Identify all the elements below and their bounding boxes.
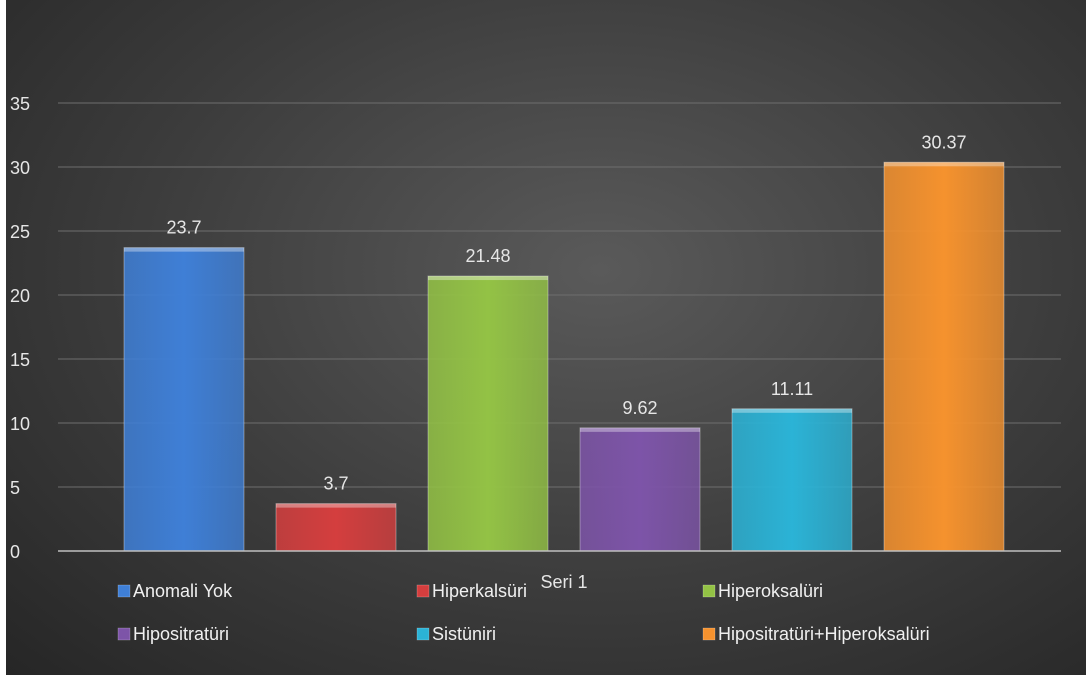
bar-highlight [884, 162, 1004, 167]
legend-label: Sistüniri [432, 624, 496, 644]
legend-label: Hipositratüri [133, 624, 229, 644]
legend-label: Hiperkalsüri [432, 581, 527, 601]
data-label: 23.7 [166, 218, 201, 238]
y-tick-label: 25 [10, 222, 30, 242]
data-label: 9.62 [622, 398, 657, 418]
y-tick-label: 0 [10, 542, 20, 562]
y-tick-label: 20 [10, 286, 30, 306]
bar-highlight [732, 408, 852, 413]
legend-swatch [416, 627, 430, 641]
y-tick-label: 10 [10, 414, 30, 434]
bar [883, 161, 1005, 552]
y-tick-label: 35 [10, 94, 30, 114]
bars [123, 161, 1005, 552]
bar-highlight [580, 427, 700, 432]
data-label: 11.11 [771, 379, 813, 399]
bar-chart: 0 5 10 15 20 25 30 35 23.7 3.7 21.48 9.62 11.11 30.3… [10, 94, 1061, 644]
y-axis: 0 5 10 15 20 25 30 35 [10, 94, 30, 562]
data-labels: 23.7 3.7 21.48 9.62 11.11 30.37 [166, 132, 966, 493]
x-category-label: Seri 1 [540, 572, 587, 592]
bar [579, 427, 701, 552]
legend-label: Hipositratüri+Hiperoksalüri [718, 624, 930, 644]
y-tick-label: 15 [10, 350, 30, 370]
bar [427, 275, 549, 552]
legend-swatch [702, 627, 716, 641]
legend-swatch [416, 584, 430, 598]
legend-label: Anomali Yok [133, 581, 233, 601]
legend-swatch [117, 627, 131, 641]
y-tick-label: 5 [10, 478, 20, 498]
data-label: 30.37 [921, 132, 966, 152]
legend-swatch [702, 584, 716, 598]
legend-label: Hiperoksalüri [718, 581, 823, 601]
bar [123, 247, 245, 552]
bar-highlight [428, 276, 548, 281]
data-label: 21.48 [465, 246, 510, 266]
bar-highlight [124, 247, 244, 252]
legend: Anomali Yok Hiperkalsüri Hiperoksalüri Hipo… [117, 581, 930, 644]
legend-swatch [117, 584, 131, 598]
data-label: 3.7 [323, 474, 348, 494]
y-tick-label: 30 [10, 158, 30, 178]
bar [275, 503, 397, 552]
bar-highlight [276, 503, 396, 508]
bar [731, 408, 853, 552]
chart-area: 0 5 10 15 20 25 30 35 23.7 3.7 21.48 9.62 11.11 30.3… [6, 0, 1086, 675]
